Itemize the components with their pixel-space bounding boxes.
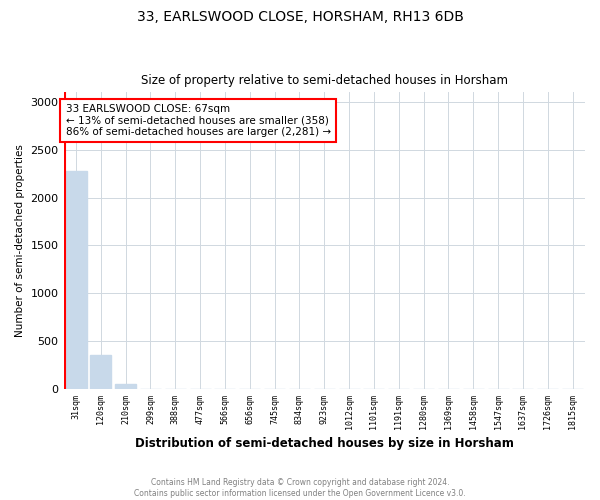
Title: Size of property relative to semi-detached houses in Horsham: Size of property relative to semi-detach… (141, 74, 508, 87)
X-axis label: Distribution of semi-detached houses by size in Horsham: Distribution of semi-detached houses by … (135, 437, 514, 450)
Text: Contains HM Land Registry data © Crown copyright and database right 2024.
Contai: Contains HM Land Registry data © Crown c… (134, 478, 466, 498)
Text: 33 EARLSWOOD CLOSE: 67sqm
← 13% of semi-detached houses are smaller (358)
86% of: 33 EARLSWOOD CLOSE: 67sqm ← 13% of semi-… (65, 104, 331, 137)
Y-axis label: Number of semi-detached properties: Number of semi-detached properties (15, 144, 25, 337)
Bar (115, 384, 136, 389)
Bar (90, 354, 112, 389)
Text: 33, EARLSWOOD CLOSE, HORSHAM, RH13 6DB: 33, EARLSWOOD CLOSE, HORSHAM, RH13 6DB (137, 10, 463, 24)
Bar (65, 170, 86, 389)
